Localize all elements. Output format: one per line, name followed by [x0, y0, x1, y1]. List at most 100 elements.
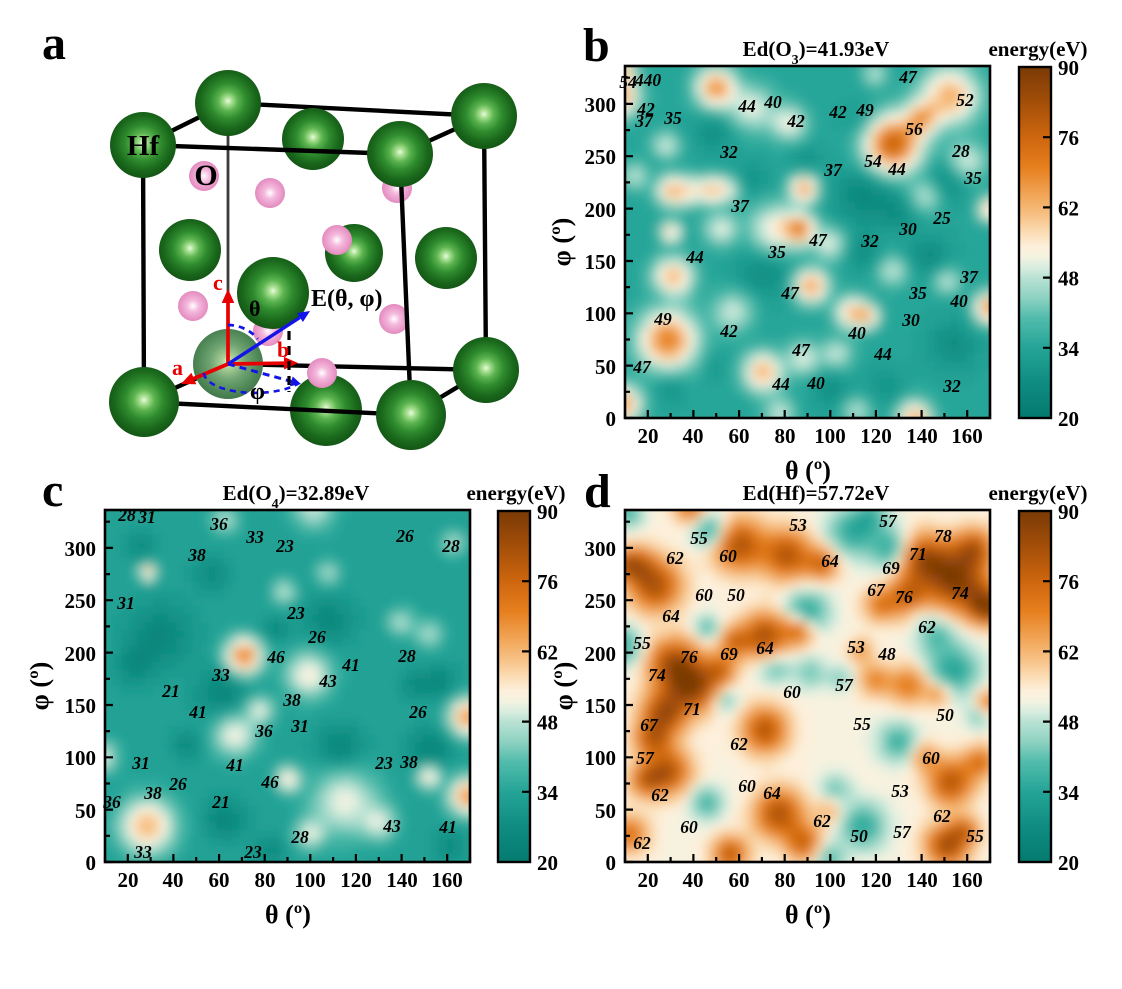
- svg-text:37: 37: [634, 111, 654, 131]
- svg-text:47: 47: [791, 340, 811, 360]
- svg-text:49: 49: [653, 309, 672, 329]
- svg-text:40: 40: [763, 92, 782, 112]
- svg-text:36: 36: [102, 792, 121, 812]
- svg-text:20: 20: [537, 851, 558, 875]
- svg-text:56: 56: [905, 119, 923, 139]
- svg-text:53: 53: [789, 515, 807, 535]
- svg-text:150: 150: [585, 694, 617, 718]
- svg-text:32: 32: [942, 376, 961, 396]
- svg-text:42: 42: [828, 102, 847, 122]
- svg-text:60: 60: [719, 546, 737, 566]
- svg-text:48: 48: [537, 711, 558, 735]
- svg-text:49: 49: [855, 100, 874, 120]
- svg-text:53: 53: [847, 637, 865, 657]
- svg-text:d: d: [584, 465, 611, 518]
- svg-text:76: 76: [895, 587, 913, 607]
- svg-text:26: 26: [395, 526, 414, 546]
- svg-text:37: 37: [959, 267, 979, 287]
- svg-text:55: 55: [853, 714, 871, 734]
- svg-text:30: 30: [898, 219, 917, 239]
- svg-text:62: 62: [918, 617, 936, 637]
- svg-text:90: 90: [1058, 500, 1079, 524]
- svg-text:100: 100: [585, 302, 617, 326]
- svg-text:64: 64: [821, 551, 839, 571]
- svg-text:43: 43: [318, 671, 337, 691]
- svg-text:40: 40: [949, 291, 968, 311]
- svg-text:71: 71: [683, 699, 701, 719]
- svg-text:60: 60: [680, 817, 698, 837]
- svg-text:b: b: [277, 337, 289, 362]
- svg-text:θ (º): θ (º): [785, 900, 831, 929]
- svg-text:40: 40: [163, 868, 184, 892]
- svg-text:52: 52: [956, 90, 974, 110]
- svg-text:41: 41: [438, 817, 457, 837]
- svg-text:28: 28: [441, 536, 460, 556]
- svg-text:120: 120: [340, 868, 372, 892]
- svg-text:100: 100: [814, 424, 846, 448]
- svg-text:20: 20: [638, 868, 659, 892]
- svg-text:36: 36: [209, 514, 228, 534]
- svg-text:160: 160: [951, 868, 983, 892]
- svg-text:43: 43: [382, 816, 401, 836]
- svg-text:50: 50: [727, 585, 745, 605]
- svg-text:120: 120: [860, 868, 892, 892]
- svg-text:57: 57: [879, 511, 898, 531]
- svg-text:60: 60: [729, 868, 750, 892]
- svg-text:69: 69: [720, 644, 738, 664]
- svg-text:57: 57: [893, 822, 912, 842]
- svg-text:62: 62: [537, 640, 558, 664]
- svg-text:100: 100: [585, 746, 617, 770]
- svg-text:40: 40: [806, 373, 825, 393]
- svg-text:26: 26: [307, 627, 326, 647]
- svg-text:200: 200: [585, 642, 617, 666]
- svg-text:35: 35: [963, 168, 982, 188]
- svg-text:80: 80: [255, 868, 276, 892]
- svg-text:θ: θ: [249, 296, 260, 321]
- svg-text:a: a: [42, 17, 66, 70]
- svg-text:300: 300: [585, 93, 617, 117]
- svg-text:440: 440: [634, 70, 662, 90]
- svg-text:40: 40: [683, 868, 704, 892]
- svg-text:100: 100: [294, 868, 326, 892]
- svg-text:57: 57: [835, 675, 854, 695]
- svg-text:60: 60: [922, 748, 940, 768]
- svg-text:23: 23: [374, 753, 393, 773]
- svg-text:26: 26: [408, 702, 427, 722]
- svg-text:76: 76: [1058, 126, 1079, 150]
- svg-text:76: 76: [1058, 570, 1079, 594]
- svg-text:150: 150: [65, 694, 97, 718]
- svg-text:32: 32: [860, 231, 879, 251]
- svg-text:35: 35: [908, 283, 927, 303]
- svg-text:21: 21: [161, 681, 180, 701]
- svg-text:300: 300: [585, 537, 617, 561]
- svg-text:36: 36: [254, 721, 273, 741]
- svg-text:47: 47: [898, 67, 918, 87]
- svg-text:62: 62: [933, 806, 951, 826]
- svg-text:71: 71: [909, 544, 927, 564]
- svg-text:θ (º): θ (º): [785, 456, 831, 485]
- svg-text:47: 47: [632, 357, 652, 377]
- svg-text:41: 41: [188, 702, 207, 722]
- svg-text:34: 34: [1058, 337, 1080, 361]
- svg-text:46: 46: [266, 647, 285, 667]
- svg-text:50: 50: [595, 355, 616, 379]
- svg-text:90: 90: [1058, 56, 1079, 80]
- svg-text:31: 31: [116, 593, 135, 613]
- svg-text:250: 250: [65, 589, 97, 613]
- svg-text:θ (º): θ (º): [265, 900, 311, 929]
- svg-text:23: 23: [243, 842, 262, 862]
- svg-text:23: 23: [286, 603, 305, 623]
- svg-text:55: 55: [690, 528, 708, 548]
- svg-text:38: 38: [399, 752, 418, 772]
- svg-text:69: 69: [882, 558, 900, 578]
- svg-text:48: 48: [877, 644, 896, 664]
- svg-text:37: 37: [730, 196, 750, 216]
- svg-text:46: 46: [260, 772, 279, 792]
- svg-text:53: 53: [891, 781, 909, 801]
- svg-text:a: a: [172, 355, 183, 380]
- svg-text:64: 64: [763, 783, 781, 803]
- svg-text:54: 54: [864, 151, 882, 171]
- svg-text:31: 31: [290, 716, 309, 736]
- svg-text:64: 64: [662, 606, 680, 626]
- svg-text:38: 38: [282, 690, 301, 710]
